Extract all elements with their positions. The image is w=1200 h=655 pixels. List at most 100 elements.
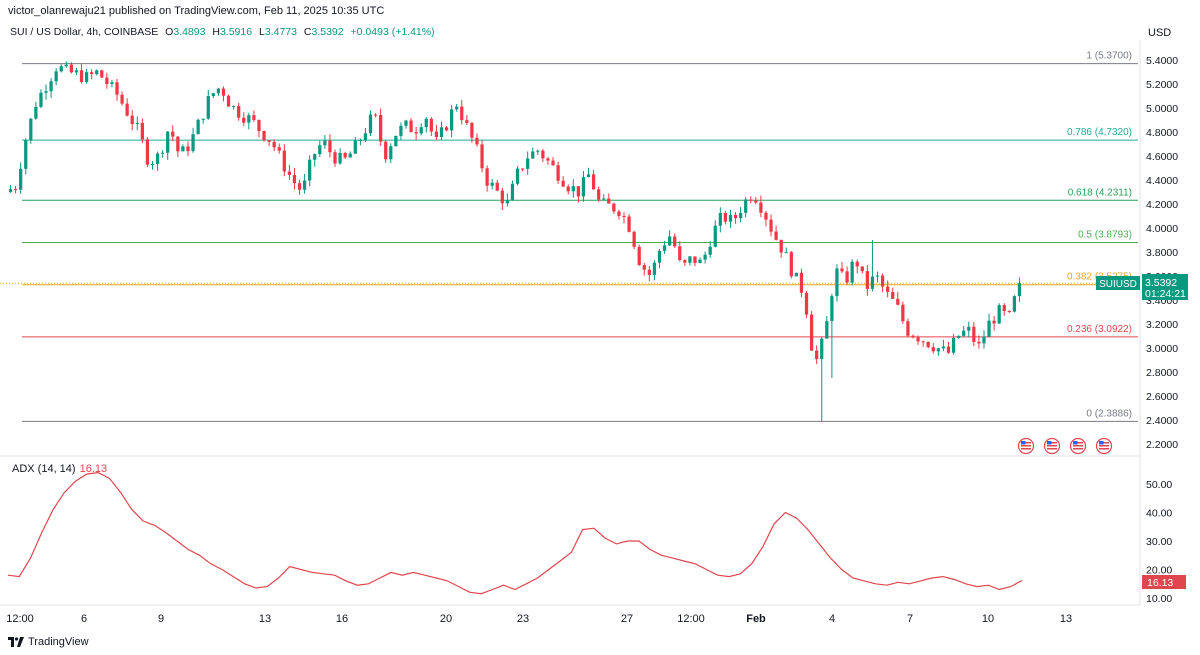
candle[interactable] — [901, 301, 905, 324]
candle[interactable] — [69, 62, 73, 74]
candle[interactable] — [84, 68, 89, 84]
candle[interactable] — [444, 125, 449, 132]
candle[interactable] — [936, 347, 940, 356]
candle[interactable] — [500, 187, 504, 210]
candle[interactable] — [120, 91, 124, 106]
candle[interactable] — [292, 168, 297, 190]
candle[interactable] — [135, 116, 139, 131]
candle[interactable] — [39, 89, 43, 109]
candle[interactable] — [875, 271, 880, 283]
candle[interactable] — [287, 164, 292, 180]
candle[interactable] — [191, 127, 195, 153]
candle[interactable] — [505, 193, 510, 207]
candle[interactable] — [571, 179, 575, 198]
candle[interactable] — [49, 78, 53, 99]
candle[interactable] — [632, 230, 636, 250]
candle[interactable] — [977, 335, 981, 349]
candle[interactable] — [399, 122, 403, 140]
candle[interactable] — [855, 259, 859, 274]
candle[interactable] — [744, 196, 748, 218]
candle[interactable] — [343, 151, 347, 159]
candle[interactable] — [201, 118, 205, 124]
candle[interactable] — [237, 102, 241, 121]
candle[interactable] — [90, 69, 94, 80]
candle[interactable] — [946, 341, 951, 354]
candle[interactable] — [880, 273, 885, 293]
candle[interactable] — [688, 255, 692, 266]
candle[interactable] — [607, 193, 611, 204]
candle[interactable] — [526, 151, 530, 175]
candle[interactable] — [556, 161, 560, 184]
candle[interactable] — [424, 117, 428, 133]
candle[interactable] — [74, 67, 79, 75]
candle[interactable] — [617, 209, 621, 220]
candle[interactable] — [348, 151, 352, 158]
candle[interactable] — [1017, 277, 1022, 302]
candle[interactable] — [870, 240, 875, 292]
candle[interactable] — [713, 220, 717, 248]
candle[interactable] — [439, 121, 444, 141]
candle[interactable] — [363, 127, 368, 143]
candle[interactable] — [460, 99, 464, 125]
candle[interactable] — [784, 247, 788, 254]
candle[interactable] — [703, 251, 707, 264]
candle[interactable] — [64, 61, 68, 68]
candle[interactable] — [531, 147, 535, 159]
candle[interactable] — [171, 125, 175, 141]
candle[interactable] — [333, 149, 337, 167]
candle[interactable] — [1002, 303, 1006, 316]
candle[interactable] — [591, 169, 596, 190]
candle[interactable] — [622, 212, 626, 224]
candle[interactable] — [19, 162, 23, 194]
candle[interactable] — [647, 265, 651, 282]
candle[interactable] — [693, 256, 697, 267]
candle[interactable] — [957, 335, 961, 339]
candle[interactable] — [769, 214, 773, 237]
candle[interactable] — [252, 110, 256, 122]
candle[interactable] — [155, 151, 160, 171]
candle[interactable] — [297, 179, 302, 195]
candle[interactable] — [24, 138, 28, 175]
candle[interactable] — [379, 108, 383, 146]
candle[interactable] — [845, 266, 849, 285]
candle[interactable] — [916, 335, 920, 345]
candle[interactable] — [353, 136, 357, 154]
candle[interactable] — [480, 140, 484, 173]
candle[interactable] — [911, 334, 915, 339]
candle[interactable] — [612, 202, 616, 214]
candle[interactable] — [728, 209, 733, 228]
candle[interactable] — [176, 135, 180, 158]
candle[interactable] — [328, 134, 332, 158]
candle[interactable] — [277, 143, 281, 154]
candle[interactable] — [323, 135, 327, 149]
candle[interactable] — [419, 123, 423, 136]
candle[interactable] — [267, 140, 271, 147]
candle[interactable] — [825, 316, 829, 339]
candle[interactable] — [830, 293, 834, 378]
candle[interactable] — [789, 250, 793, 279]
candle[interactable] — [536, 149, 540, 155]
candle[interactable] — [951, 334, 956, 355]
candle[interactable] — [551, 157, 555, 166]
candle[interactable] — [206, 89, 210, 120]
candle[interactable] — [738, 207, 743, 223]
us-flag-icon[interactable] — [1095, 437, 1113, 455]
candle[interactable] — [515, 166, 520, 186]
candle[interactable] — [931, 342, 935, 354]
candle[interactable] — [44, 84, 48, 100]
candle[interactable] — [662, 240, 667, 254]
candle[interactable] — [495, 179, 499, 192]
candle[interactable] — [8, 185, 13, 193]
candle[interactable] — [698, 257, 702, 264]
candle[interactable] — [794, 272, 799, 277]
candle[interactable] — [708, 241, 712, 258]
candle[interactable] — [226, 94, 231, 107]
candle[interactable] — [652, 260, 657, 281]
candle[interactable] — [602, 194, 606, 201]
candle[interactable] — [597, 186, 601, 202]
candle[interactable] — [338, 148, 342, 165]
candle[interactable] — [257, 119, 261, 138]
candle[interactable] — [186, 141, 190, 157]
candle[interactable] — [450, 105, 454, 138]
